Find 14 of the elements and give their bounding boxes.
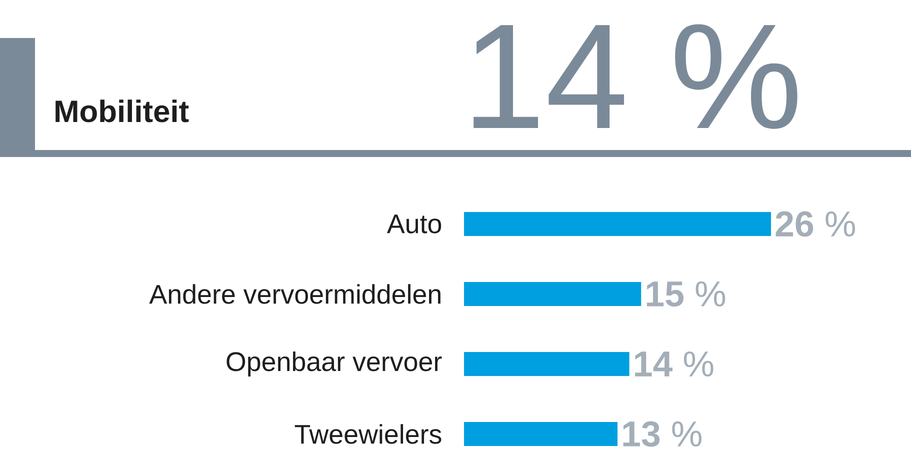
y-tick-label: Tweewielers: [294, 424, 442, 444]
y-tick-label: Andere vervoermiddelen: [149, 284, 440, 304]
text: Mobiliteit: [56, 100, 189, 122]
data-label: 13 %: [623, 421, 702, 447]
chart-subtitle: 14 %: [474, 24, 798, 129]
bar: [464, 422, 618, 446]
data-label: 15 %: [646, 281, 726, 307]
bar: [464, 212, 772, 236]
bar: [464, 282, 642, 306]
bar: [464, 352, 630, 376]
data-label: 14 %: [635, 351, 714, 377]
y-tick-label: Openbaar vervoer: [226, 351, 442, 377]
data-label: 26 %: [776, 211, 855, 237]
y-tick-label: Auto: [386, 214, 442, 234]
